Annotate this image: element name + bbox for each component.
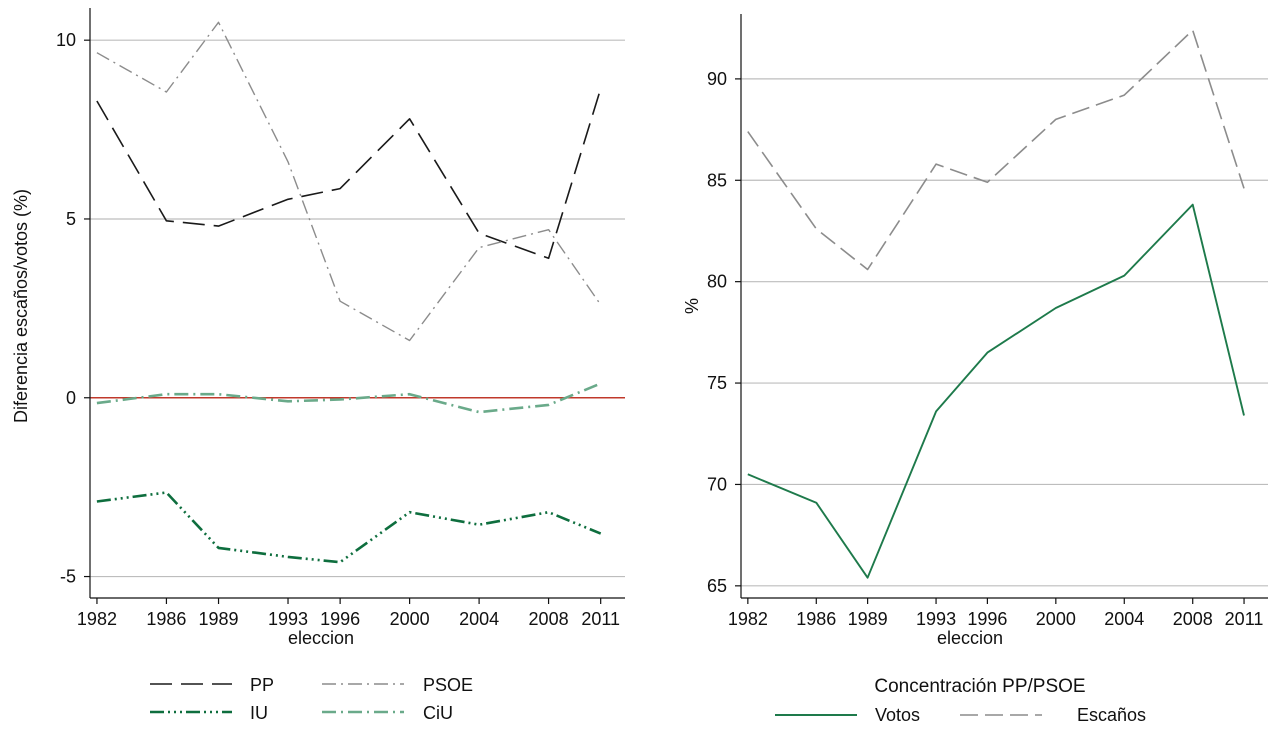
left-y-tick-label: 10 xyxy=(56,30,76,50)
right-x-tick-label: 2000 xyxy=(1036,609,1076,629)
left-x-ticks: 1982 1986 1989 1993 1996 2000 2004 2008 2011 xyxy=(77,598,620,629)
right-x-tick-label: 2004 xyxy=(1104,609,1144,629)
right-series xyxy=(747,29,1245,579)
series-line-votos xyxy=(747,203,1245,579)
right-y-tick-label: 90 xyxy=(707,69,727,89)
left-x-tick-label: 1986 xyxy=(146,609,186,629)
left-x-tick-label: 1989 xyxy=(199,609,239,629)
left-x-tick-label: 2004 xyxy=(459,609,499,629)
panel-left: 10 5 0 -5 1982 1986 1989 1993 1996 2000 2004 2008 2… xyxy=(11,8,625,723)
legend-label-psoe: PSOE xyxy=(423,675,473,695)
left-y-tick-label: 5 xyxy=(66,209,76,229)
right-x-tick-label: 2011 xyxy=(1225,609,1264,629)
right-axes xyxy=(740,14,1268,599)
right-y-tick-label: 85 xyxy=(707,170,727,190)
legend-label-escanos: Escaños xyxy=(1077,705,1146,724)
right-y-tick-label: 75 xyxy=(707,373,727,393)
legend-item-psoe: PSOE xyxy=(322,675,473,695)
legend-item-votos: Votos xyxy=(775,705,920,725)
legend-title-concentracion: Concentración PP/PSOE xyxy=(874,676,1085,697)
left-x-tick-label: 1993 xyxy=(268,609,308,629)
right-y-ticks: 90 85 80 75 70 65 xyxy=(707,69,741,596)
right-x-tick-label: 1986 xyxy=(796,609,836,629)
left-series xyxy=(96,21,602,564)
left-x-tick-label: 1996 xyxy=(320,609,360,629)
right-legend: Concentración PP/PSOE Votos Escaños xyxy=(775,676,1146,725)
left-legend: PP PSOE IU CiU xyxy=(150,675,473,723)
legend-item-pp: PP xyxy=(150,675,274,695)
left-x-tick-label: 1982 xyxy=(77,609,117,629)
series-line-escanos xyxy=(747,29,1245,271)
series-line-ciu xyxy=(96,382,602,414)
right-gridlines xyxy=(741,78,1268,587)
left-y-tick-label: 0 xyxy=(66,388,76,408)
right-x-ticks: 1982 1986 1989 1993 1996 2000 2004 2008 2011 xyxy=(728,598,1264,629)
legend-item-ciu: CiU xyxy=(322,703,453,723)
right-x-tick-label: 2008 xyxy=(1173,609,1213,629)
right-x-axis-label: eleccion xyxy=(937,628,1003,648)
series-line-iu xyxy=(96,491,602,564)
right-x-tick-label: 1982 xyxy=(728,609,768,629)
right-y-tick-label: 80 xyxy=(707,272,727,292)
left-y-ticks: 10 5 0 -5 xyxy=(56,30,90,587)
left-y-axis-label: Diferencia escaños/votos (%) xyxy=(11,189,31,423)
legend-label-votos: Votos xyxy=(875,705,920,724)
left-x-tick-label: 2011 xyxy=(581,609,620,629)
legend-label-pp: PP xyxy=(250,675,274,695)
right-y-axis-label: % xyxy=(682,298,702,314)
right-x-tick-label: 1993 xyxy=(916,609,956,629)
series-line-pp xyxy=(96,88,602,260)
left-x-tick-label: 2000 xyxy=(390,609,430,629)
legend-item-escanos: Escaños xyxy=(960,705,1146,725)
legend-label-iu: IU xyxy=(250,703,268,723)
panel-right: 90 85 80 75 70 65 1982 1986 1989 1993 1996 2000 200… xyxy=(682,14,1268,725)
right-x-tick-label: 1996 xyxy=(967,609,1007,629)
legend-label-ciu: CiU xyxy=(423,703,453,723)
left-x-tick-label: 2008 xyxy=(529,609,569,629)
right-y-tick-label: 65 xyxy=(707,576,727,596)
series-line-psoe xyxy=(96,21,602,342)
left-y-tick-label: -5 xyxy=(60,567,76,587)
left-x-axis-label: eleccion xyxy=(288,628,354,648)
right-y-tick-label: 70 xyxy=(707,474,727,494)
legend-item-iu: IU xyxy=(150,703,268,723)
right-x-tick-label: 1989 xyxy=(848,609,888,629)
left-axes xyxy=(89,8,625,599)
